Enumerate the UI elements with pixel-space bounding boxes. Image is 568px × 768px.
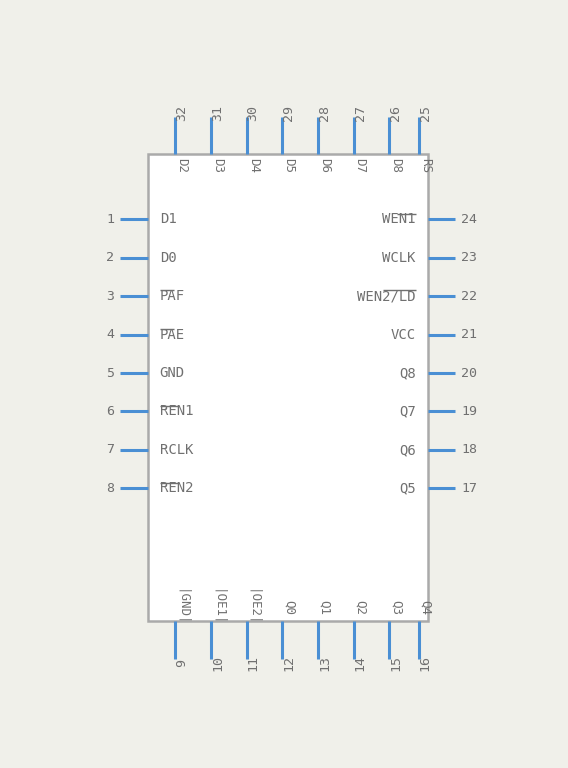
Text: 18: 18 xyxy=(461,443,478,456)
Text: 14: 14 xyxy=(354,654,366,670)
Text: WEN2/LD: WEN2/LD xyxy=(357,290,416,303)
Text: 19: 19 xyxy=(461,405,478,418)
Text: 10: 10 xyxy=(211,654,224,670)
Text: Q5: Q5 xyxy=(399,482,416,495)
Text: D2: D2 xyxy=(176,158,189,174)
Text: 7: 7 xyxy=(106,443,114,456)
Text: RCLK: RCLK xyxy=(160,443,193,457)
Text: |GND|: |GND| xyxy=(176,589,189,627)
Text: |OE1|: |OE1| xyxy=(211,589,224,627)
Text: 17: 17 xyxy=(461,482,478,495)
Text: D5: D5 xyxy=(282,158,295,174)
Text: 26: 26 xyxy=(389,105,402,121)
Text: 21: 21 xyxy=(461,328,478,341)
Text: 4: 4 xyxy=(106,328,114,341)
Text: 9: 9 xyxy=(176,658,189,667)
Text: 1: 1 xyxy=(106,213,114,226)
Text: 11: 11 xyxy=(247,654,260,670)
Text: 15: 15 xyxy=(389,654,402,670)
Text: Q1: Q1 xyxy=(318,600,331,615)
Text: 23: 23 xyxy=(461,251,478,264)
Text: 5: 5 xyxy=(106,366,114,379)
Text: 31: 31 xyxy=(211,105,224,121)
Text: PAE: PAE xyxy=(160,328,185,342)
Text: 25: 25 xyxy=(419,105,432,121)
Text: Q3: Q3 xyxy=(389,600,402,615)
Text: REN2: REN2 xyxy=(160,482,193,495)
Text: D0: D0 xyxy=(160,250,177,265)
Text: D3: D3 xyxy=(211,158,224,174)
Text: Q0: Q0 xyxy=(282,600,295,615)
Text: 27: 27 xyxy=(354,105,366,121)
Text: D6: D6 xyxy=(318,158,331,174)
Text: 12: 12 xyxy=(282,654,295,670)
Text: GND: GND xyxy=(160,366,185,380)
Text: 32: 32 xyxy=(176,105,189,121)
Text: WCLK: WCLK xyxy=(382,250,416,265)
Text: 22: 22 xyxy=(461,290,478,303)
Text: Q2: Q2 xyxy=(354,600,366,615)
Text: D4: D4 xyxy=(247,158,260,174)
Text: Q7: Q7 xyxy=(399,405,416,419)
Text: PAF: PAF xyxy=(160,290,185,303)
Text: 3: 3 xyxy=(106,290,114,303)
Text: Q8: Q8 xyxy=(399,366,416,380)
Text: REN1: REN1 xyxy=(160,405,193,419)
Text: 29: 29 xyxy=(282,105,295,121)
Text: D8: D8 xyxy=(389,158,402,174)
Text: Q6: Q6 xyxy=(399,443,416,457)
Text: D7: D7 xyxy=(354,158,366,174)
Text: 13: 13 xyxy=(318,654,331,670)
Text: 16: 16 xyxy=(419,654,432,670)
Text: 6: 6 xyxy=(106,405,114,418)
Text: 24: 24 xyxy=(461,213,478,226)
Text: D1: D1 xyxy=(160,212,177,227)
Text: Q4: Q4 xyxy=(419,600,432,615)
Text: 20: 20 xyxy=(461,366,478,379)
Text: 8: 8 xyxy=(106,482,114,495)
Text: 30: 30 xyxy=(247,105,260,121)
Text: VCC: VCC xyxy=(391,328,416,342)
Text: RS: RS xyxy=(419,158,432,174)
Text: WEN1: WEN1 xyxy=(382,212,416,227)
Text: 28: 28 xyxy=(318,105,331,121)
Text: |OE2|: |OE2| xyxy=(247,589,260,627)
Bar xyxy=(148,154,428,621)
Text: 2: 2 xyxy=(106,251,114,264)
